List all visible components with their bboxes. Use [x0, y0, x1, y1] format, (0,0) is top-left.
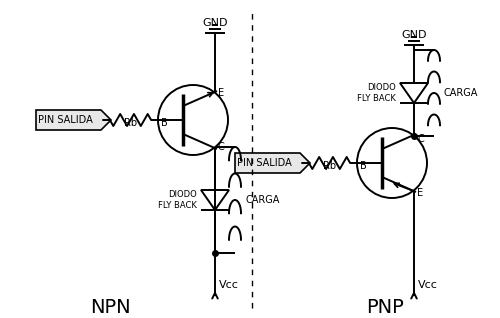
Text: CARGA: CARGA: [245, 195, 280, 205]
Text: GND: GND: [401, 30, 427, 40]
Text: Vcc: Vcc: [418, 280, 438, 290]
Polygon shape: [235, 153, 310, 173]
Text: CARGA: CARGA: [444, 88, 478, 98]
Text: PIN SALIDA: PIN SALIDA: [237, 158, 292, 168]
Text: C: C: [218, 142, 225, 152]
Text: C: C: [417, 134, 424, 144]
Text: Vcc: Vcc: [219, 280, 239, 290]
Text: B: B: [161, 118, 168, 128]
Text: DIODO
FLY BACK: DIODO FLY BACK: [158, 190, 197, 210]
Text: E: E: [218, 88, 224, 98]
Text: PIN SALIDA: PIN SALIDA: [38, 115, 93, 125]
Text: B: B: [360, 161, 367, 171]
Text: DIODO
FLY BACK: DIODO FLY BACK: [357, 83, 396, 103]
Text: Rb: Rb: [323, 161, 336, 171]
Text: PNP: PNP: [366, 298, 404, 317]
Text: GND: GND: [202, 18, 228, 28]
Text: NPN: NPN: [90, 298, 130, 317]
Text: Rb: Rb: [124, 118, 137, 128]
Text: E: E: [417, 188, 423, 198]
Polygon shape: [36, 110, 111, 130]
